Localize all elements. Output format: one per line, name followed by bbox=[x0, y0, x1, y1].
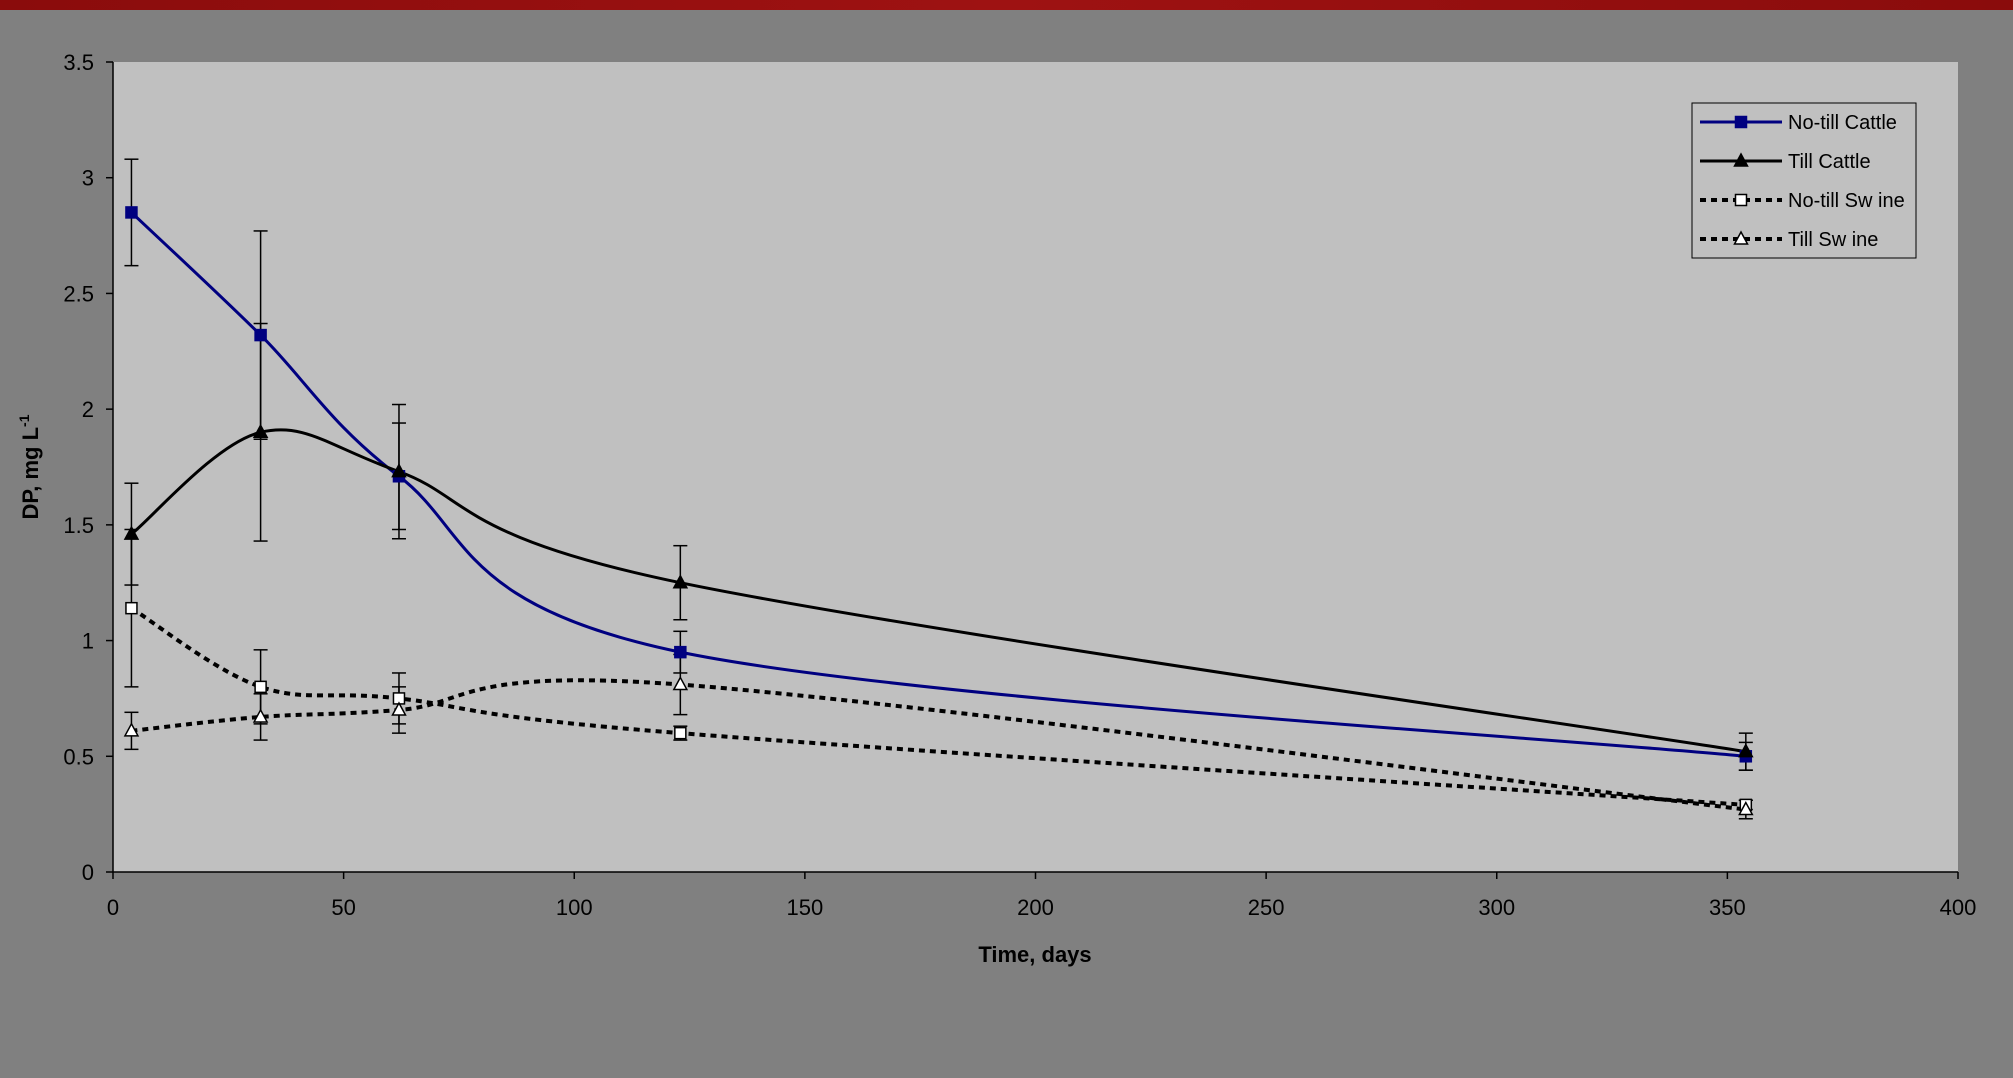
y-tick-label: 1.5 bbox=[63, 513, 94, 538]
x-tick-label: 300 bbox=[1478, 895, 1515, 920]
series-markers bbox=[123, 206, 1754, 816]
data-point bbox=[672, 675, 689, 691]
legend-label: Till Cattle bbox=[1788, 151, 1871, 173]
y-axis-title: DP, mg L-1 bbox=[16, 414, 43, 519]
legend-label: No-till Cattle bbox=[1788, 112, 1897, 134]
data-point bbox=[254, 328, 267, 342]
y-axis-title-superscript: -1 bbox=[16, 414, 32, 427]
data-point bbox=[123, 722, 140, 737]
legend-label: Till Sw ine bbox=[1788, 229, 1878, 251]
y-tick-label: 3.5 bbox=[63, 50, 94, 75]
legend-box bbox=[1691, 102, 1917, 259]
x-tick-label: 0 bbox=[107, 895, 119, 920]
top-accent-bar bbox=[0, 0, 2013, 10]
y-tick-label: 0 bbox=[82, 860, 94, 885]
y-tick-label: 0.5 bbox=[63, 744, 94, 769]
series-line-4 bbox=[131, 678, 1747, 812]
x-axis-title: Time, days bbox=[978, 942, 1091, 967]
data-point bbox=[674, 726, 687, 740]
legend-marker bbox=[1734, 193, 1748, 207]
x-tick-label: 400 bbox=[1940, 895, 1977, 920]
x-tick-label: 250 bbox=[1248, 895, 1285, 920]
data-point bbox=[125, 206, 138, 219]
data-point bbox=[391, 701, 407, 716]
data-point bbox=[254, 680, 267, 694]
legend-marker bbox=[1733, 230, 1749, 245]
data-point bbox=[252, 423, 269, 439]
x-tick-label: 350 bbox=[1709, 895, 1746, 920]
y-tick-label: 1 bbox=[82, 629, 94, 654]
data-point bbox=[1738, 743, 1754, 758]
x-tick-label: 200 bbox=[1017, 895, 1054, 920]
data-point bbox=[125, 601, 138, 615]
legend: No-till Cattle Till Cattle No-till Sw ine T… bbox=[1691, 102, 1917, 259]
y-tick-label: 3 bbox=[82, 166, 94, 191]
data-point bbox=[674, 645, 687, 659]
y-axis-title-main: DP, mg L bbox=[18, 427, 43, 520]
data-point bbox=[1738, 800, 1754, 816]
data-point bbox=[123, 525, 140, 540]
y-tick-label: 2.5 bbox=[63, 281, 94, 306]
axis-ticks: 0 50 100 150 200 250 300 350 400 0 0.5 1 1.5 2 2.5 3 3.5 bbox=[63, 50, 1976, 920]
legend-marker bbox=[1734, 115, 1748, 129]
y-tick-label: 2 bbox=[82, 397, 94, 422]
x-tick-label: 50 bbox=[331, 895, 355, 920]
legend-label: No-till Sw ine bbox=[1788, 190, 1905, 212]
x-tick-label: 150 bbox=[787, 895, 824, 920]
data-point bbox=[391, 463, 407, 478]
legend-marker bbox=[1733, 152, 1749, 167]
data-point bbox=[252, 708, 269, 723]
data-point bbox=[672, 574, 689, 589]
x-tick-label: 100 bbox=[556, 895, 593, 920]
